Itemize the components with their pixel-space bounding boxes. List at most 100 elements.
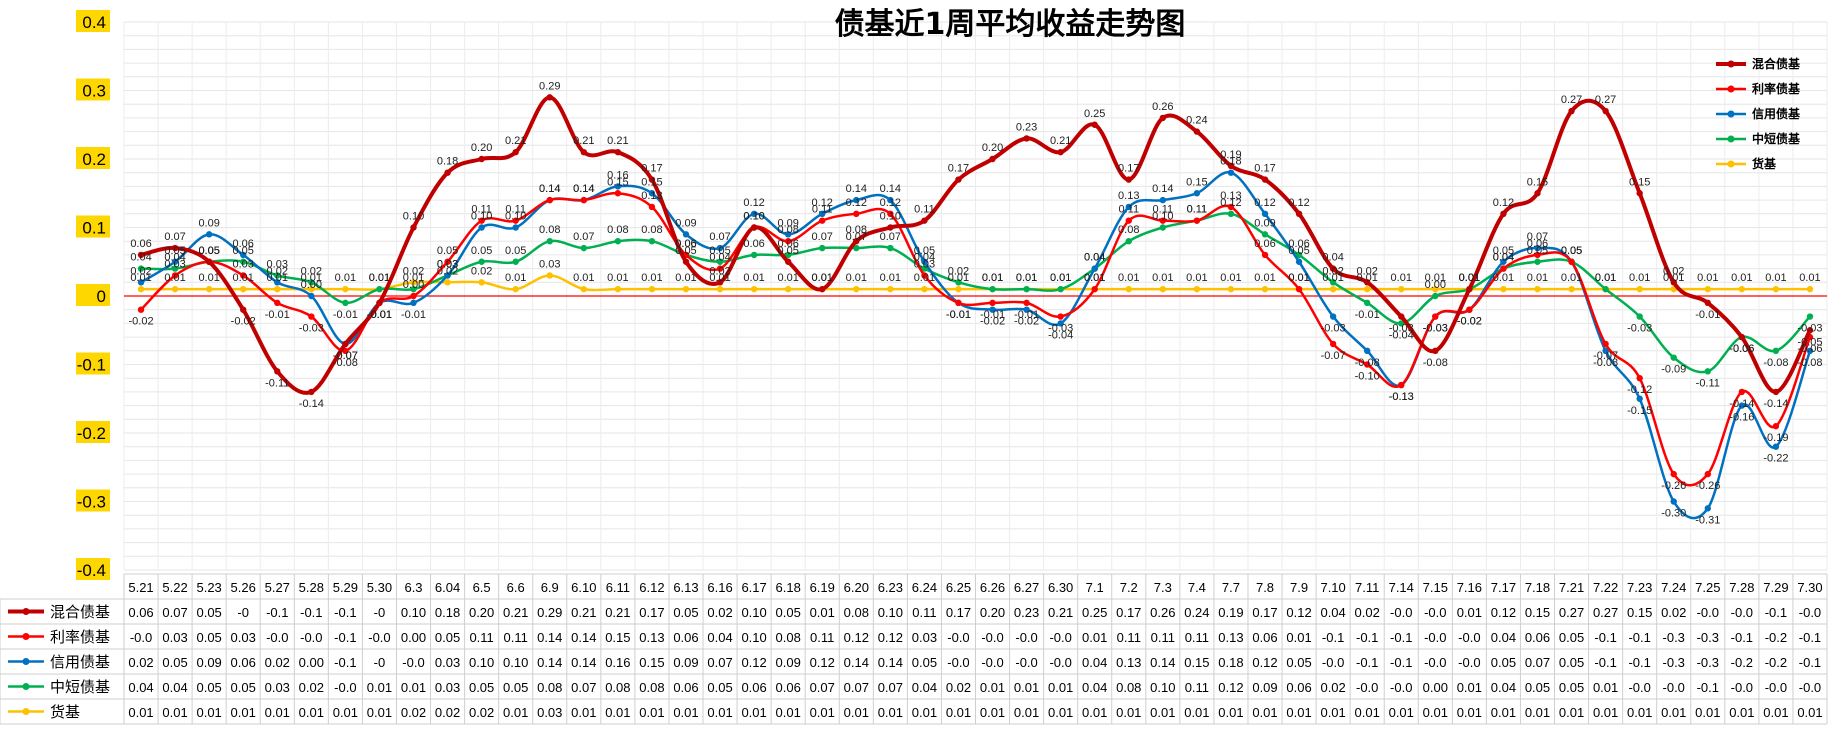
category-label: 6.30 — [1048, 580, 1073, 595]
data-point — [1500, 210, 1507, 217]
data-label: 0.14 — [539, 183, 560, 195]
table-cell: 0.05 — [1559, 680, 1584, 695]
data-label: 0.12 — [846, 197, 867, 209]
table-cell: -0.0 — [1424, 655, 1446, 670]
data-point — [308, 388, 315, 396]
data-point — [989, 299, 996, 307]
table-cell: -0.0 — [1731, 680, 1753, 695]
table-cell: 0.01 — [299, 705, 324, 720]
data-point — [1772, 388, 1780, 396]
data-point — [137, 265, 145, 272]
table-cell: -0.0 — [981, 655, 1003, 670]
data-label: 0.01 — [1527, 272, 1548, 284]
table-cell: 0.12 — [1252, 655, 1277, 670]
data-label: 0.01 — [1391, 272, 1412, 284]
table-cell: 0.01 — [810, 605, 835, 620]
data-point — [955, 279, 962, 286]
table-cell: 0.11 — [504, 630, 528, 645]
table-cell: 0.14 — [537, 655, 562, 670]
data-point — [342, 285, 349, 293]
data-label: 0.14 — [846, 183, 867, 195]
data-point — [171, 258, 179, 265]
data-label: 0.01 — [812, 272, 833, 284]
data-point — [1159, 114, 1167, 122]
data-label: 0.21 — [573, 135, 594, 147]
ytick-highlight — [76, 489, 110, 512]
data-point — [1057, 148, 1064, 156]
legend-marker — [1727, 160, 1735, 168]
data-label: 0.13 — [641, 190, 662, 202]
category-label: 6.12 — [639, 580, 664, 595]
table-cell: 0.24 — [1184, 605, 1209, 620]
data-label: -0.06 — [1797, 343, 1822, 355]
data-point — [716, 279, 724, 286]
data-point — [1534, 190, 1541, 197]
table-cell: -0.1 — [1594, 655, 1616, 670]
data-label: 0.02 — [471, 265, 492, 277]
data-label: 0.06 — [777, 238, 798, 250]
data-point — [410, 299, 417, 307]
data-label: 0.10 — [1152, 211, 1173, 223]
data-label: 0.10 — [403, 211, 424, 223]
table-cell: 0.06 — [231, 655, 256, 670]
data-label: 0.12 — [1493, 197, 1514, 209]
category-label: 7.15 — [1423, 580, 1448, 595]
data-point — [750, 251, 758, 259]
data-label: 0.01 — [1118, 272, 1139, 284]
data-point — [376, 299, 383, 307]
data-label: 0.01 — [369, 272, 390, 284]
data-label: 0.01 — [709, 272, 730, 284]
data-label: 0.17 — [1118, 163, 1139, 175]
data-point — [921, 285, 928, 293]
table-cell: 0.17 — [946, 605, 971, 620]
data-label: 0.06 — [232, 238, 253, 250]
data-label: -0.22 — [1763, 453, 1788, 465]
category-label: 7.21 — [1559, 580, 1584, 595]
data-point — [1295, 285, 1303, 293]
table-cell: -0.1 — [1390, 655, 1412, 670]
data-point — [1329, 340, 1337, 348]
data-point — [750, 210, 758, 217]
data-label: 0.01 — [1152, 272, 1173, 284]
table-cell: 0.05 — [1491, 655, 1516, 670]
data-point — [716, 244, 724, 252]
table-cell: 0.01 — [707, 705, 732, 720]
legend-marker — [1727, 135, 1735, 143]
data-label: 0.01 — [1459, 272, 1480, 284]
data-point — [1125, 217, 1132, 224]
table-cell: 0.03 — [435, 655, 460, 670]
table-cell: 0.09 — [196, 655, 221, 670]
data-label: -0.01 — [1014, 309, 1039, 321]
category-label: 7.17 — [1491, 580, 1516, 595]
data-label: 0.16 — [607, 169, 628, 181]
data-label: 0.01 — [880, 272, 901, 284]
data-point — [1398, 285, 1405, 293]
data-label: -0.01 — [980, 309, 1005, 321]
data-point — [921, 217, 928, 224]
data-point — [648, 285, 656, 293]
data-point — [1295, 251, 1303, 259]
table-row-label: 混合债基 — [50, 604, 110, 621]
table-cell: 0.26 — [1150, 605, 1175, 620]
data-point — [1261, 176, 1269, 183]
data-label: 0.08 — [1118, 224, 1139, 236]
data-point — [1398, 320, 1405, 327]
data-point — [1602, 285, 1609, 293]
data-label: 0.11 — [812, 204, 833, 216]
data-label: -0.08 — [333, 357, 358, 369]
data-point — [512, 224, 519, 231]
ytick-highlight — [76, 284, 110, 306]
data-point — [1159, 224, 1167, 231]
data-point — [989, 306, 996, 313]
data-point — [580, 244, 588, 252]
data-label: -0.01 — [946, 309, 971, 321]
table-cell: 0.07 — [1525, 655, 1550, 670]
category-label: 6.10 — [571, 580, 596, 595]
data-label: 0.04 — [1322, 252, 1343, 264]
table-cell: 0.19 — [1218, 605, 1243, 620]
category-label: 5.27 — [265, 580, 290, 595]
table-cell: -0.2 — [1731, 655, 1753, 670]
data-point — [1363, 299, 1371, 307]
data-label: -0.14 — [1763, 398, 1788, 410]
table-cell: -0.0 — [1799, 605, 1821, 620]
